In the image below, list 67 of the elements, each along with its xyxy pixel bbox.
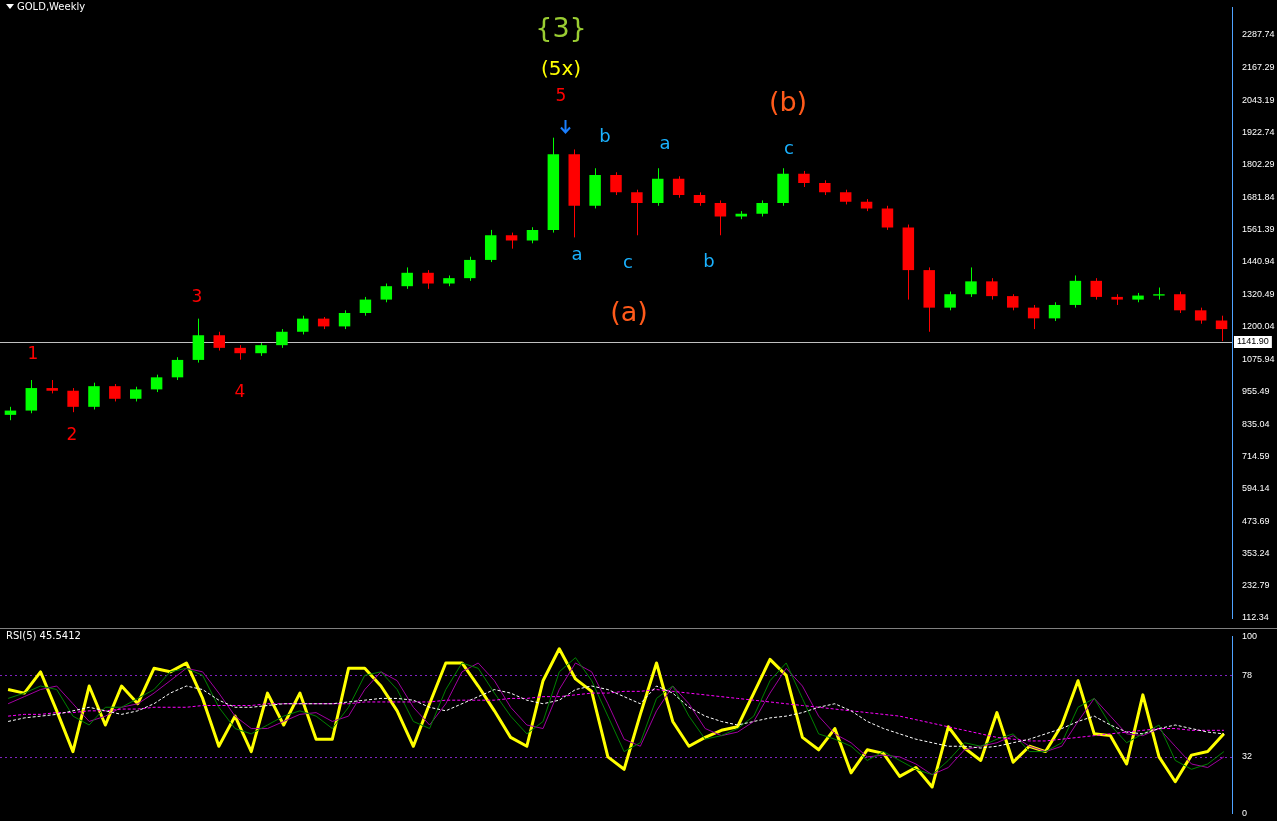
annotation: c bbox=[623, 250, 633, 272]
y-tick-label: 835.04 bbox=[1242, 418, 1270, 429]
candlestick bbox=[297, 315, 309, 335]
y-tick-label: 1320.49 bbox=[1242, 288, 1275, 299]
candlestick bbox=[1048, 301, 1061, 322]
candlestick bbox=[672, 175, 685, 199]
candlestick bbox=[965, 266, 977, 298]
candlestick bbox=[881, 205, 894, 231]
candlestick bbox=[422, 269, 434, 290]
candlestick bbox=[213, 331, 225, 352]
y-tick-label: 1681.84 bbox=[1242, 191, 1275, 202]
ref-line-label: 1141.90 bbox=[1237, 336, 1269, 347]
y-tick-label: 955.49 bbox=[1242, 386, 1270, 397]
y-tick-label: 1561.39 bbox=[1242, 224, 1275, 235]
candlestick bbox=[171, 356, 184, 381]
y-tick-label: 1440.94 bbox=[1242, 256, 1275, 267]
y-tick-label: 32 bbox=[1242, 751, 1253, 762]
candlestick bbox=[25, 379, 38, 414]
annotation: 1 bbox=[27, 343, 39, 364]
annotation: (a) bbox=[610, 296, 648, 328]
candlestick bbox=[67, 387, 79, 413]
candlestick bbox=[401, 266, 413, 290]
candlestick bbox=[1174, 291, 1186, 314]
annotation: 5 bbox=[555, 85, 567, 106]
line-series bbox=[7, 689, 1225, 742]
y-tick-label: 2043.19 bbox=[1242, 94, 1275, 105]
candlestick bbox=[88, 382, 100, 411]
annotation: c bbox=[784, 136, 794, 158]
y-tick-label: 2287.74 bbox=[1242, 29, 1275, 40]
chart-title: RSI(5) 45.5412 bbox=[6, 630, 81, 641]
candlestick bbox=[944, 291, 956, 311]
y-tick-label: 473.69 bbox=[1242, 515, 1270, 526]
candlestick bbox=[986, 277, 998, 301]
y-tick-label: 112.34 bbox=[1242, 612, 1269, 623]
annotation: (5x) bbox=[540, 56, 582, 81]
chart-title: GOLD,Weekly bbox=[17, 1, 86, 12]
y-tick-label: 714.59 bbox=[1242, 451, 1270, 462]
y-tick-label: 0 bbox=[1242, 808, 1248, 819]
y-tick-label: 78 bbox=[1242, 669, 1253, 680]
y-tick-label: 100 bbox=[1242, 630, 1258, 641]
candlestick bbox=[714, 199, 727, 236]
y-tick-label: 594.14 bbox=[1242, 483, 1270, 494]
y-tick-label: 2167.29 bbox=[1242, 61, 1275, 72]
y-tick-label: 1200.04 bbox=[1242, 320, 1275, 331]
y-tick-label: 1802.29 bbox=[1242, 159, 1275, 170]
annotation: 3 bbox=[191, 286, 203, 307]
annotation: b bbox=[703, 249, 715, 271]
y-tick-label: 232.79 bbox=[1242, 580, 1270, 591]
annotation: 2 bbox=[66, 424, 78, 445]
candlestick bbox=[610, 171, 622, 196]
y-tick-label: 353.24 bbox=[1242, 547, 1270, 558]
annotation: b bbox=[599, 124, 611, 146]
candlestick bbox=[464, 256, 476, 282]
annotation: a bbox=[571, 242, 583, 264]
candlestick bbox=[1090, 277, 1103, 301]
line-series bbox=[7, 685, 1225, 749]
candlestick bbox=[631, 189, 643, 236]
annotation: (b) bbox=[768, 86, 808, 118]
y-tick-label: 1075.94 bbox=[1242, 354, 1275, 365]
candlestick bbox=[359, 296, 372, 317]
annotation: {3} bbox=[535, 12, 587, 44]
candlestick bbox=[338, 309, 351, 330]
annotation: 4 bbox=[234, 381, 246, 402]
annotation: a bbox=[659, 131, 671, 153]
candlestick bbox=[276, 328, 288, 349]
y-tick-label: 1922.74 bbox=[1242, 127, 1275, 138]
candlestick bbox=[380, 283, 393, 303]
